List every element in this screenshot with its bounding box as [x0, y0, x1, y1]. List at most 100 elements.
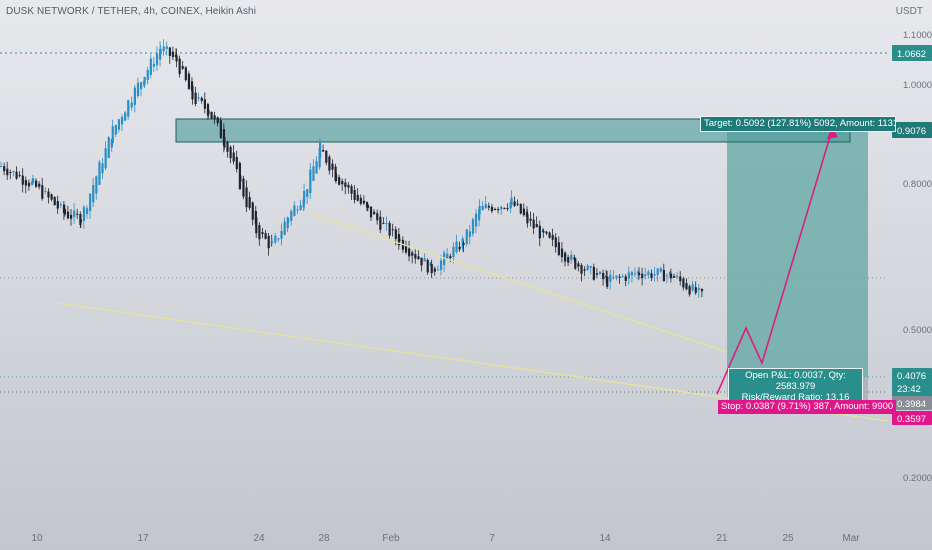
price-axis[interactable]: 1.1000 1.0000 0.8000 0.5000 0.2000 [903, 30, 932, 484]
y-tick-label: 0.5000 [903, 325, 932, 336]
candle-down [251, 202, 254, 220]
candle-up [299, 205, 302, 211]
x-tick-label: Feb [382, 533, 400, 544]
target-price-tag [892, 122, 932, 138]
candle-down [529, 218, 532, 221]
candle-up [589, 266, 592, 268]
candle-up [0, 166, 3, 168]
candle-up [85, 208, 89, 214]
x-tick-label: 21 [716, 533, 728, 544]
candle-down [426, 259, 429, 273]
candle-up [436, 269, 440, 271]
candle-down [341, 180, 344, 185]
candle-up [31, 178, 35, 184]
stop-label[interactable]: Stop: 0.0387 (9.71%) 387, Amount: 9900 [718, 400, 897, 414]
candle-up [303, 190, 306, 204]
candle-up [465, 229, 468, 245]
candle-up [443, 252, 446, 266]
y-tick-label: 0.8000 [903, 179, 932, 190]
candle-up [31, 181, 34, 185]
symbol-title: DUSK NETWORK / TETHER, 4h, COINEX, Heiki… [6, 6, 257, 17]
candle-down [564, 252, 567, 262]
candle-up [296, 209, 299, 211]
candle-down [513, 201, 516, 206]
candle-down [595, 273, 599, 275]
candle-down [171, 51, 175, 58]
candle-down [420, 257, 423, 266]
candle-down [449, 256, 452, 259]
candle-down [490, 206, 494, 212]
upper-trendline[interactable] [307, 212, 728, 353]
candle-down [267, 235, 270, 249]
candle-up [136, 82, 140, 97]
candle-down [535, 224, 538, 228]
candle-up [143, 76, 146, 84]
candle-down [497, 209, 500, 211]
candle-down [210, 111, 213, 119]
candle-down [178, 58, 181, 74]
candle-down [53, 197, 56, 206]
x-tick-label: 14 [599, 533, 611, 544]
candle-down [411, 252, 414, 256]
profit-zone[interactable] [727, 130, 868, 377]
candle-up [149, 58, 152, 75]
candle-up [274, 235, 277, 243]
candle-up [455, 241, 458, 253]
stop-price-tag [892, 411, 932, 425]
candle-up [627, 272, 630, 279]
candle-up [283, 221, 286, 235]
y-tick-label: 1.0000 [903, 80, 932, 91]
candle-up [104, 148, 107, 169]
candle-down [503, 207, 506, 209]
candle-down [27, 182, 31, 187]
candle-up [197, 97, 200, 99]
candle-down [3, 166, 6, 172]
candle-up [621, 276, 624, 278]
candle-down [414, 254, 417, 259]
candle-up [452, 247, 455, 258]
candle-down [216, 117, 219, 124]
candle-down [181, 66, 184, 69]
candle-up [98, 162, 101, 185]
candle-down [207, 109, 210, 114]
candle-down [391, 229, 394, 231]
candle-up [271, 242, 274, 244]
open-pnl-box[interactable]: Open P&L: 0.0037, Qty: 2583.979 Risk/Rew… [728, 368, 863, 405]
x-tick-label: 28 [318, 533, 330, 544]
candle-up [599, 271, 602, 274]
last-price-tag [892, 396, 932, 410]
candle-up [155, 53, 159, 66]
stop-price-label: 0.3597 [897, 414, 926, 425]
candle-down [226, 142, 229, 152]
candle-up [159, 48, 162, 55]
candle-up [676, 276, 679, 278]
candle-down [245, 187, 248, 208]
candle-up [107, 137, 110, 159]
candle-down [602, 272, 605, 280]
candle-down [325, 150, 328, 163]
candle-down [560, 248, 564, 258]
candle-down [331, 163, 334, 170]
candle-up [89, 193, 92, 212]
candle-down [175, 55, 178, 62]
candle-down [194, 92, 197, 104]
time-axis[interactable]: 10 17 24 28 Feb 7 14 21 25 Mar [31, 533, 860, 544]
candle-down [76, 213, 79, 215]
candle-down [63, 208, 66, 215]
candle-up [146, 69, 149, 81]
candle-up [471, 219, 475, 234]
candle-down [38, 183, 41, 187]
candle-up [656, 268, 659, 275]
candle-down [404, 244, 408, 253]
candle-down [356, 194, 359, 201]
candle-down [417, 256, 420, 260]
target-label[interactable]: Target: 0.5092 (127.81%) 5092, Amount: 1… [700, 116, 896, 132]
candle-up [474, 213, 478, 227]
candle-down [50, 194, 53, 200]
candle-down [187, 73, 191, 90]
candle-up [127, 106, 130, 109]
forecast-path[interactable] [716, 129, 833, 395]
candle-down [494, 208, 497, 210]
